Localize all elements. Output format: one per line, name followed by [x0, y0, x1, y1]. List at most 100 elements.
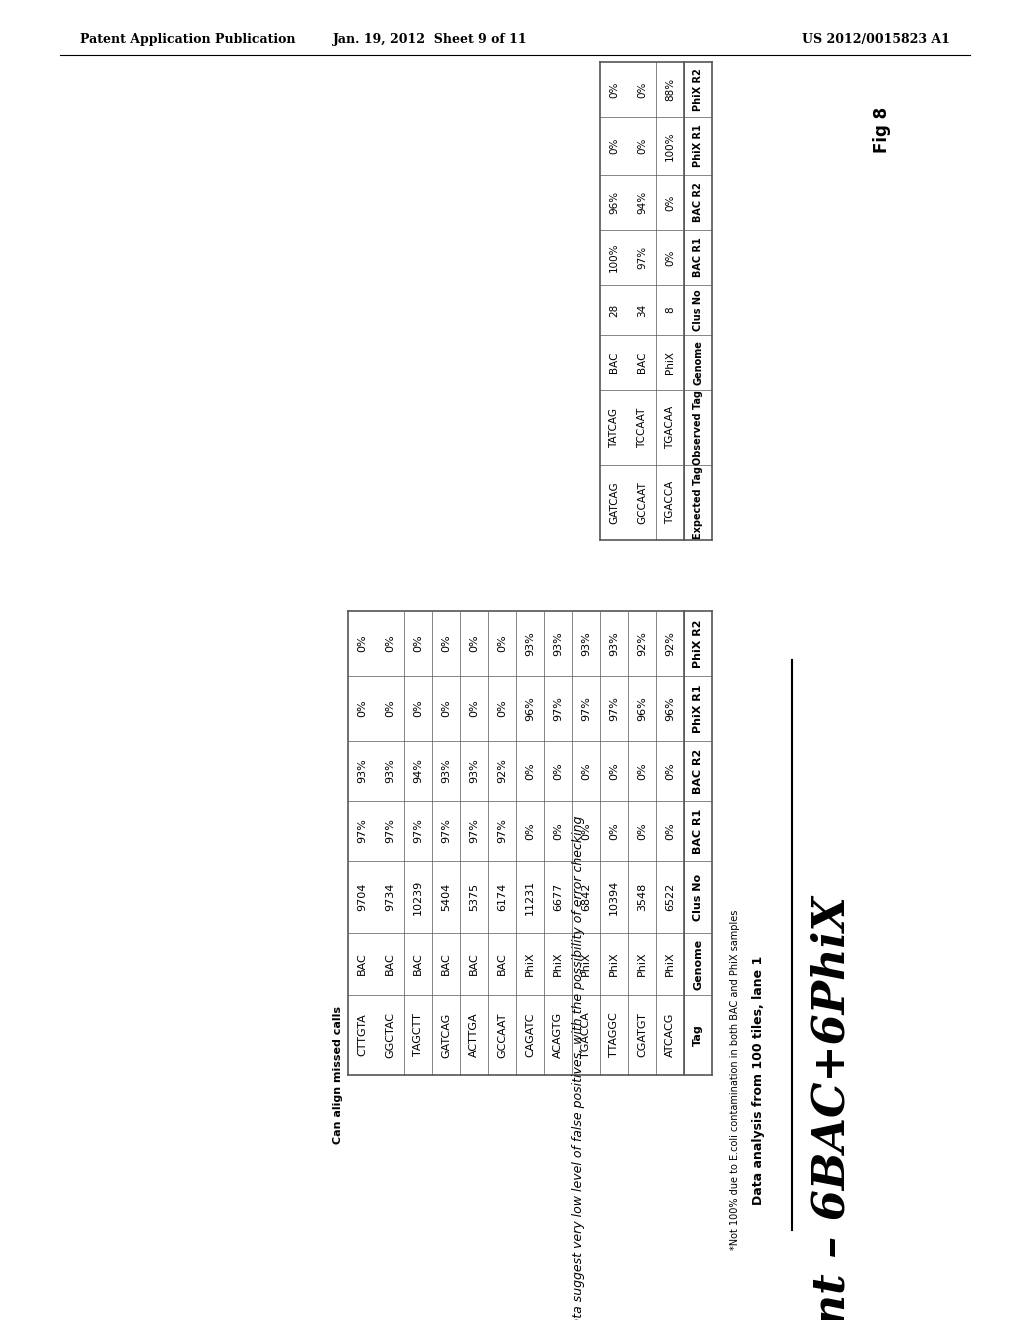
Text: 0%: 0% [609, 822, 618, 840]
Text: PhiX R1: PhiX R1 [693, 684, 703, 733]
Text: 0%: 0% [581, 822, 591, 840]
Text: GCCAAT: GCCAAT [497, 1012, 507, 1057]
Text: 93%: 93% [525, 631, 535, 656]
Text: 0%: 0% [413, 700, 423, 717]
Text: BAC: BAC [357, 953, 367, 975]
Text: Experiment – 6BAC+6PhiX: Experiment – 6BAC+6PhiX [812, 898, 855, 1320]
Text: 97%: 97% [553, 696, 563, 721]
Text: 0%: 0% [637, 762, 647, 780]
Text: GCCAAT: GCCAAT [637, 480, 647, 524]
Text: TGACCA: TGACCA [665, 480, 675, 524]
Text: CGATGT: CGATGT [637, 1012, 647, 1057]
Text: 0%: 0% [441, 635, 451, 652]
Text: 97%: 97% [413, 818, 423, 843]
Text: 97%: 97% [581, 696, 591, 721]
Text: 34: 34 [637, 304, 647, 317]
Text: 93%: 93% [385, 759, 395, 783]
Text: 100%: 100% [609, 243, 618, 272]
Text: 94%: 94% [413, 759, 423, 784]
Text: Observed Tag: Observed Tag [693, 389, 703, 465]
Text: TCCAAT: TCCAAT [637, 408, 647, 447]
Text: BAC: BAC [469, 953, 479, 975]
Text: 93%: 93% [581, 631, 591, 656]
Text: 6522: 6522 [665, 883, 675, 911]
Text: 28: 28 [609, 304, 618, 317]
Text: TGACAA: TGACAA [665, 405, 675, 449]
Text: TAGCTT: TAGCTT [413, 1014, 423, 1056]
Text: 0%: 0% [665, 822, 675, 840]
Text: 0%: 0% [553, 822, 563, 840]
Text: 96%: 96% [609, 191, 618, 214]
Text: ACAGTG: ACAGTG [553, 1012, 563, 1059]
Text: 0%: 0% [609, 762, 618, 780]
Text: PhiX: PhiX [525, 952, 535, 977]
Text: 93%: 93% [553, 631, 563, 656]
Text: 10394: 10394 [609, 879, 618, 915]
Text: 0%: 0% [581, 762, 591, 780]
Text: Data analysis from 100 tiles, lane 1: Data analysis from 100 tiles, lane 1 [752, 956, 765, 1205]
Text: PhiX: PhiX [665, 351, 675, 374]
Text: 92%: 92% [637, 631, 647, 656]
Text: PhiX R2: PhiX R2 [693, 619, 703, 668]
Text: Genome: Genome [693, 341, 703, 385]
Text: Tag: Tag [693, 1024, 703, 1045]
Text: 93%: 93% [441, 759, 451, 783]
Text: 94%: 94% [637, 191, 647, 214]
Text: 6174: 6174 [497, 883, 507, 911]
Text: 88%: 88% [665, 78, 675, 102]
Text: 0%: 0% [497, 635, 507, 652]
Text: 3548: 3548 [637, 883, 647, 911]
Text: 0%: 0% [665, 249, 675, 265]
Text: 92%: 92% [497, 759, 507, 784]
Text: 0%: 0% [525, 762, 535, 780]
Text: TGACCA: TGACCA [581, 1012, 591, 1057]
Text: 93%: 93% [469, 759, 479, 783]
Text: Clus No: Clus No [693, 289, 703, 331]
Text: 0%: 0% [357, 635, 367, 652]
Text: 9704: 9704 [357, 883, 367, 911]
Text: GATCAG: GATCAG [441, 1012, 451, 1057]
Text: Can align missed calls: Can align missed calls [333, 1006, 343, 1144]
Text: Fig 8: Fig 8 [873, 107, 891, 153]
Text: 0%: 0% [637, 822, 647, 840]
Text: 6842: 6842 [581, 883, 591, 911]
Text: BAC R2: BAC R2 [693, 182, 703, 222]
Text: 0%: 0% [385, 635, 395, 652]
Text: 5375: 5375 [469, 883, 479, 911]
Text: Clus No: Clus No [693, 874, 703, 920]
Text: BAC R1: BAC R1 [693, 808, 703, 854]
Text: 0%: 0% [385, 700, 395, 717]
Text: TTAGGC: TTAGGC [609, 1012, 618, 1057]
Text: 96%: 96% [665, 696, 675, 721]
Text: BAC: BAC [441, 953, 451, 975]
Text: 0%: 0% [357, 700, 367, 717]
Text: PhiX R2: PhiX R2 [693, 69, 703, 111]
Text: BAC: BAC [609, 351, 618, 374]
Text: 11231: 11231 [525, 879, 535, 915]
Text: 97%: 97% [637, 246, 647, 269]
Text: 0%: 0% [609, 137, 618, 154]
Text: 93%: 93% [609, 631, 618, 656]
Text: PhiX: PhiX [637, 952, 647, 977]
Text: Jan. 19, 2012  Sheet 9 of 11: Jan. 19, 2012 Sheet 9 of 11 [333, 33, 527, 46]
Text: PhiX: PhiX [665, 952, 675, 977]
Text: PhiX: PhiX [581, 952, 591, 977]
Text: 0%: 0% [553, 762, 563, 780]
Text: 96%: 96% [525, 696, 535, 721]
Text: 0%: 0% [609, 82, 618, 98]
Text: ACTTGA: ACTTGA [469, 1012, 479, 1057]
Text: BAC: BAC [637, 351, 647, 374]
Text: PhiX: PhiX [553, 952, 563, 977]
Text: BAC: BAC [497, 953, 507, 975]
Text: 0%: 0% [637, 82, 647, 98]
Text: 97%: 97% [469, 818, 479, 843]
Text: PhiX: PhiX [609, 952, 618, 977]
Text: 6677: 6677 [553, 883, 563, 911]
Text: CTTGTA: CTTGTA [357, 1014, 367, 1056]
Text: 0%: 0% [497, 700, 507, 717]
Text: 93%: 93% [357, 759, 367, 783]
Text: Expected Tag: Expected Tag [693, 466, 703, 539]
Text: 8: 8 [665, 306, 675, 313]
Text: 9734: 9734 [385, 883, 395, 911]
Text: BAC R2: BAC R2 [693, 748, 703, 793]
